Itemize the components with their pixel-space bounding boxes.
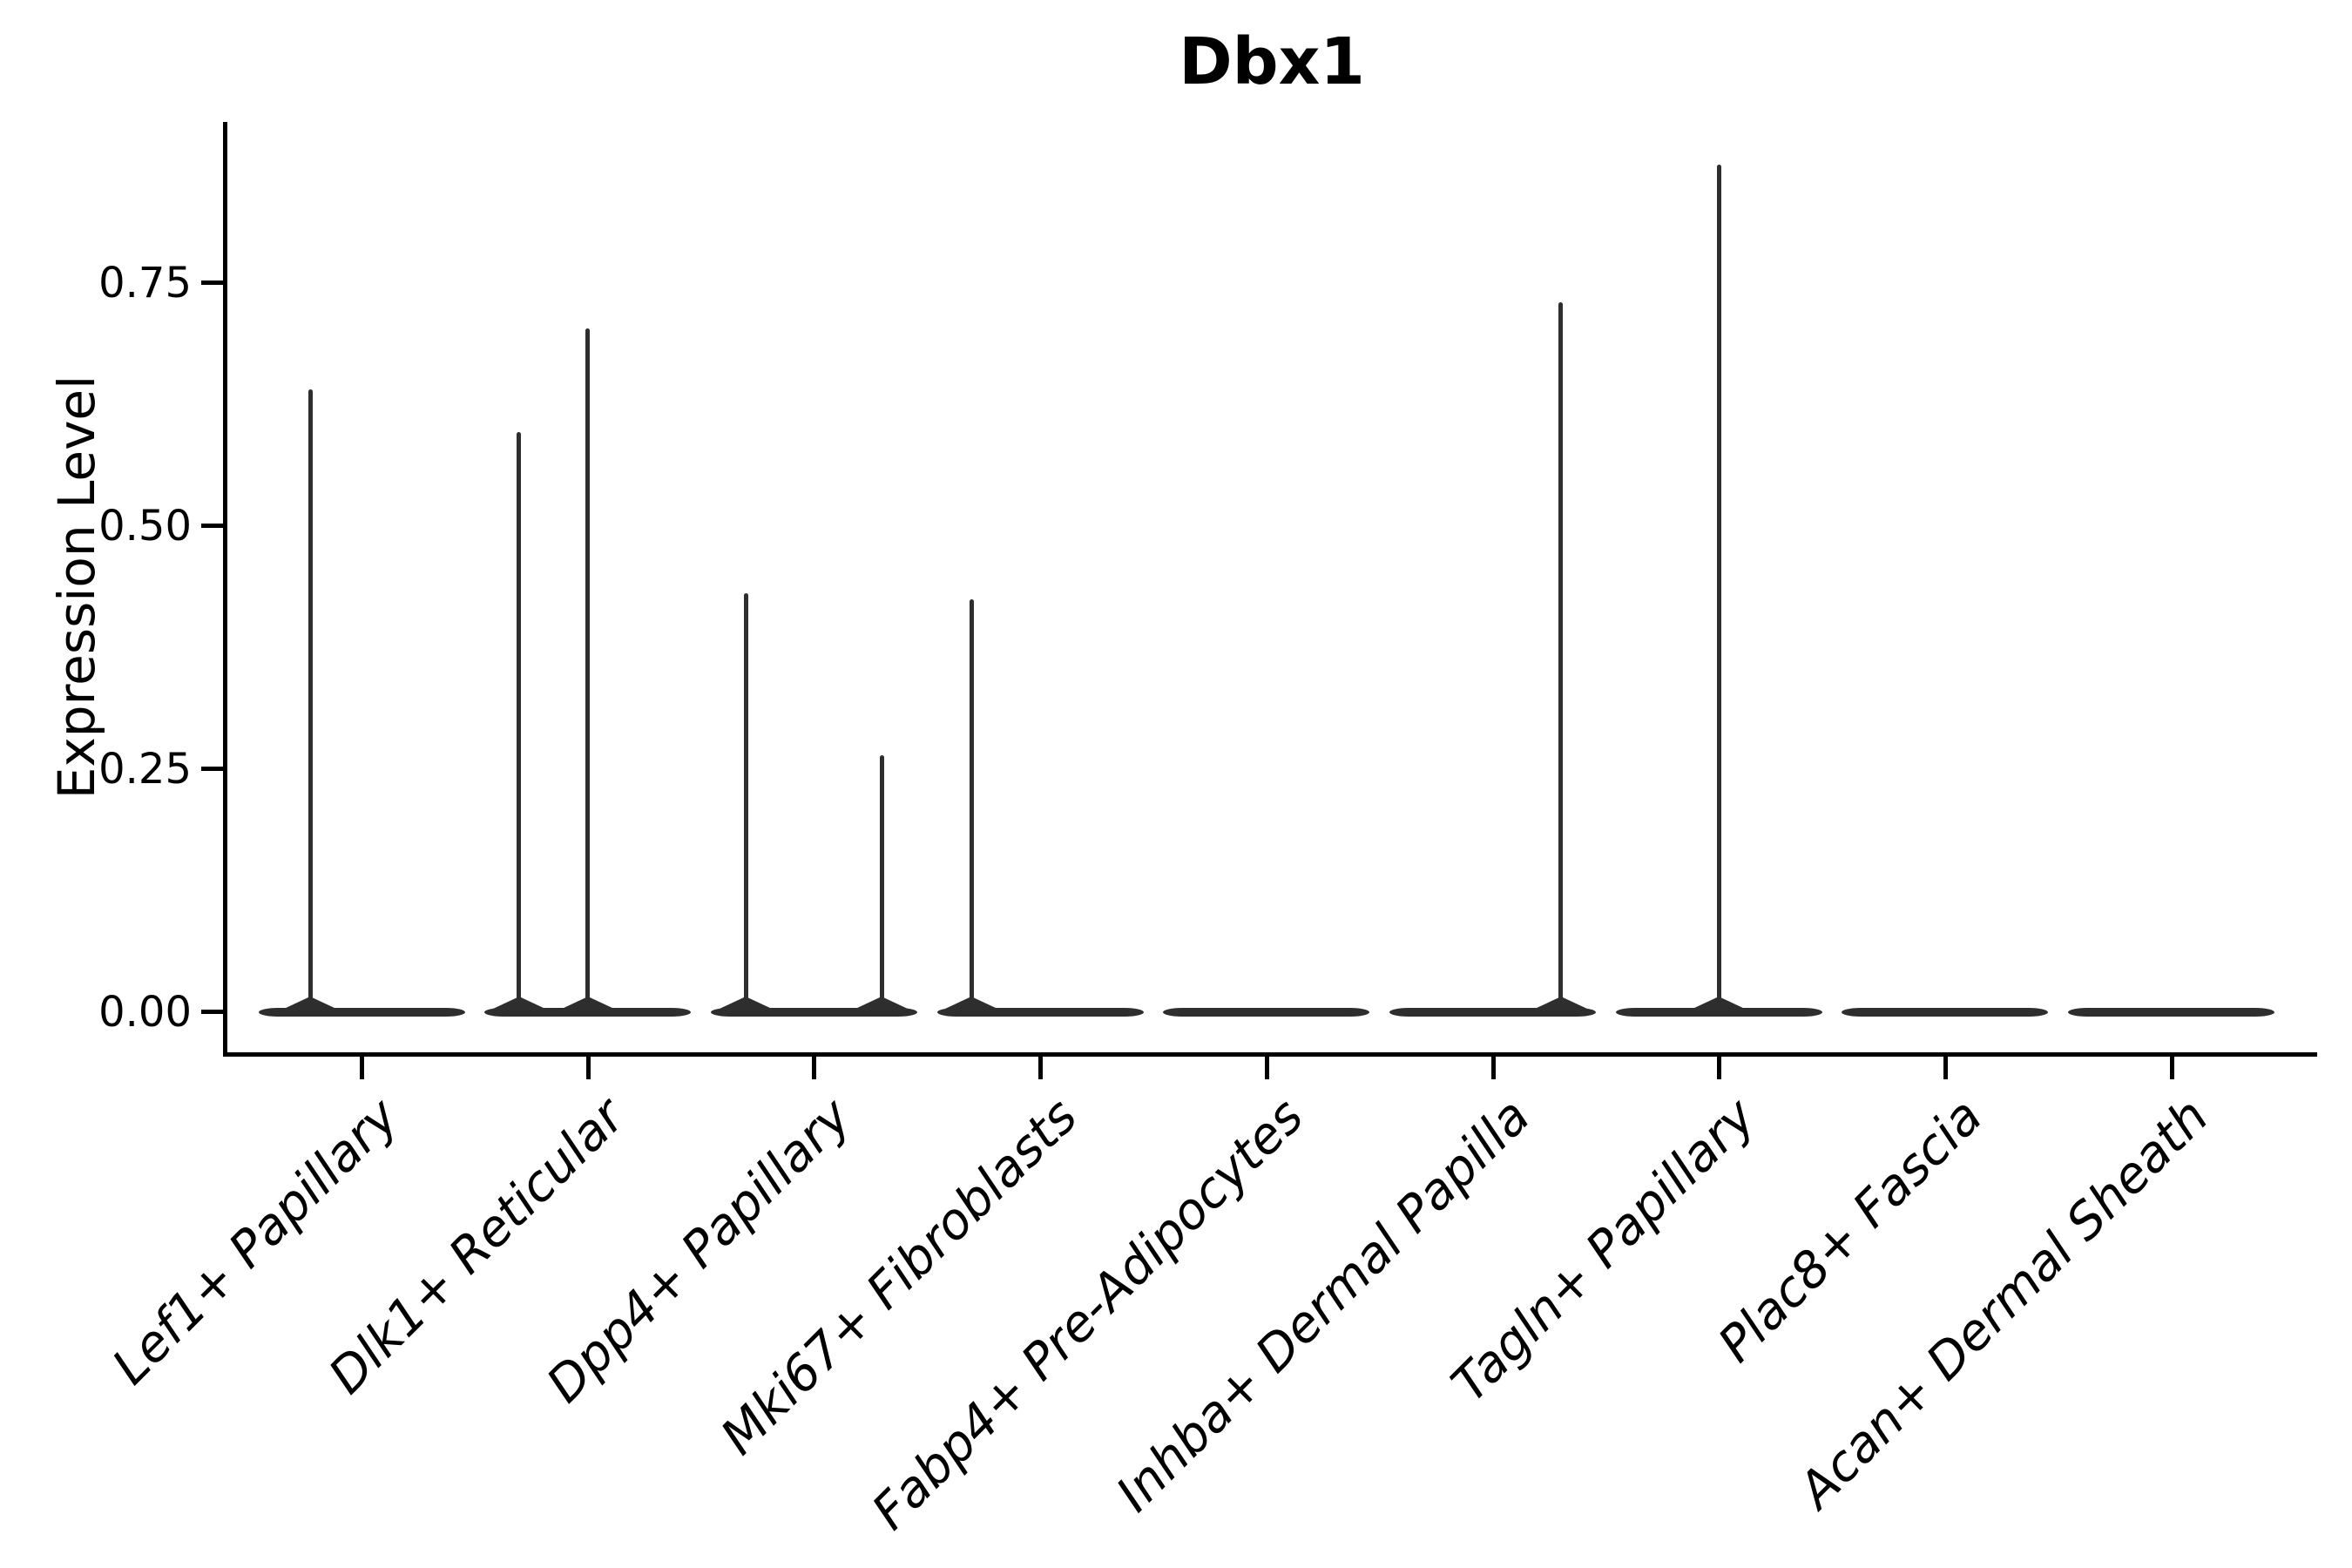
violin-spike	[517, 431, 522, 1012]
y-axis-spine	[223, 122, 227, 1057]
violin-body	[2068, 1008, 2275, 1017]
violin-spike	[743, 593, 748, 1012]
x-axis-spine	[223, 1052, 2317, 1057]
violin-body	[1615, 1008, 1822, 1017]
y-tick-label: 0.00	[98, 988, 192, 1037]
x-tick-mark	[1264, 1057, 1269, 1079]
x-tick-mark	[1943, 1057, 1948, 1079]
y-tick-mark	[201, 280, 223, 285]
y-axis-label: Expression Level	[47, 375, 106, 800]
y-tick-label: 0.50	[98, 502, 192, 551]
x-tick-mark	[812, 1057, 817, 1079]
violin-body	[1842, 1008, 2049, 1017]
violin-body	[710, 1008, 917, 1017]
violin-spike	[585, 328, 591, 1012]
x-tick-mark	[360, 1057, 364, 1079]
violin-spike	[969, 598, 974, 1012]
violin-spike	[1716, 164, 1721, 1012]
violin-body	[484, 1008, 692, 1017]
violin-body	[1163, 1008, 1370, 1017]
y-tick-mark	[201, 524, 223, 528]
violin-body	[258, 1008, 465, 1017]
x-category-label: Inhba+ Dermal Papilla	[1105, 1087, 1541, 1524]
violin-spike	[1558, 302, 1563, 1012]
x-category-label: Fabp4+ Pre-Adipocytes	[861, 1087, 1315, 1541]
violin-body	[1389, 1008, 1596, 1017]
x-category-label: Acan+ Dermal Sheath	[1788, 1087, 2220, 1520]
y-tick-mark	[201, 1010, 223, 1014]
y-tick-mark	[201, 767, 223, 771]
x-tick-mark	[585, 1057, 591, 1079]
x-tick-mark	[1490, 1057, 1496, 1079]
chart-title: Dbx1	[1179, 24, 1365, 99]
y-tick-label: 0.25	[98, 745, 192, 794]
x-tick-mark	[1717, 1057, 1722, 1079]
x-tick-mark	[1038, 1057, 1044, 1079]
violin-spike	[308, 389, 313, 1012]
x-tick-mark	[2169, 1057, 2174, 1079]
violin-spike	[879, 755, 884, 1012]
violin-body	[936, 1008, 1144, 1017]
y-tick-label: 0.75	[98, 259, 192, 308]
